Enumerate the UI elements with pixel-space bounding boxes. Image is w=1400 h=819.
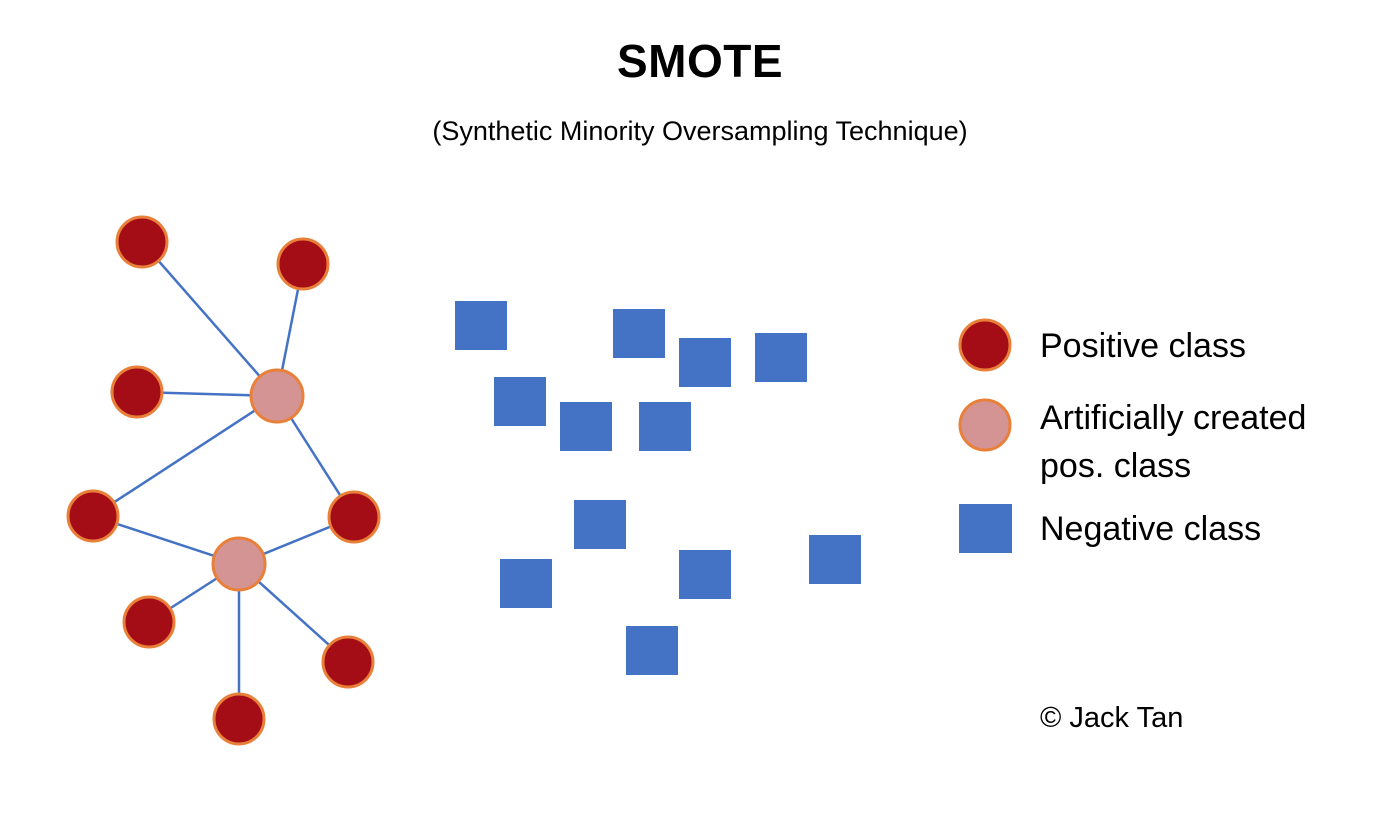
legend-negative-label: Negative class (1040, 510, 1262, 548)
positive-node-p5 (327, 490, 381, 544)
legend-artificial-line1: Artificially created (1040, 399, 1307, 437)
edges-group (92, 241, 356, 719)
positive-node-p7 (321, 635, 375, 689)
negative-square-12 (626, 626, 678, 675)
negative-square-1 (455, 301, 507, 350)
nodes-group (66, 215, 381, 746)
positive-node-p3 (110, 365, 164, 419)
negative-square-8 (574, 500, 626, 549)
page-title: SMOTE (616, 35, 784, 87)
legend-markers (958, 318, 1012, 553)
positive-node-p6 (122, 595, 176, 649)
artificial-node-a1 (249, 368, 305, 424)
negative-square-7 (639, 402, 691, 451)
edge-a1-p1 (141, 241, 278, 397)
negative-square-3 (679, 338, 731, 387)
positive-node-p4 (66, 489, 120, 543)
negative-square-11 (809, 535, 861, 584)
artificial-node-a2 (211, 536, 267, 592)
negative-samples-group (455, 301, 861, 675)
legend-artificial-label: Artificially created pos. class (1040, 394, 1306, 490)
legend-negative-marker (959, 504, 1012, 553)
positive-node-p2 (276, 237, 330, 291)
legend-artificial-marker (958, 398, 1012, 452)
edge-p4-a1 (92, 394, 278, 518)
legend-positive-marker (958, 318, 1012, 372)
negative-square-4 (755, 333, 807, 382)
negative-square-2 (613, 309, 665, 358)
legend-positive-label: Positive class (1040, 327, 1246, 365)
negative-square-5 (494, 377, 546, 426)
negative-square-6 (560, 402, 612, 451)
negative-square-10 (679, 550, 731, 599)
legend-artificial-line2: pos. class (1040, 447, 1192, 485)
page-subtitle: (Synthetic Minority Oversampling Techniq… (432, 116, 968, 146)
positive-node-p1 (115, 215, 169, 269)
copyright-notice: © Jack Tan (1040, 702, 1184, 734)
negative-square-9 (500, 559, 552, 608)
positive-node-p8 (212, 692, 266, 746)
